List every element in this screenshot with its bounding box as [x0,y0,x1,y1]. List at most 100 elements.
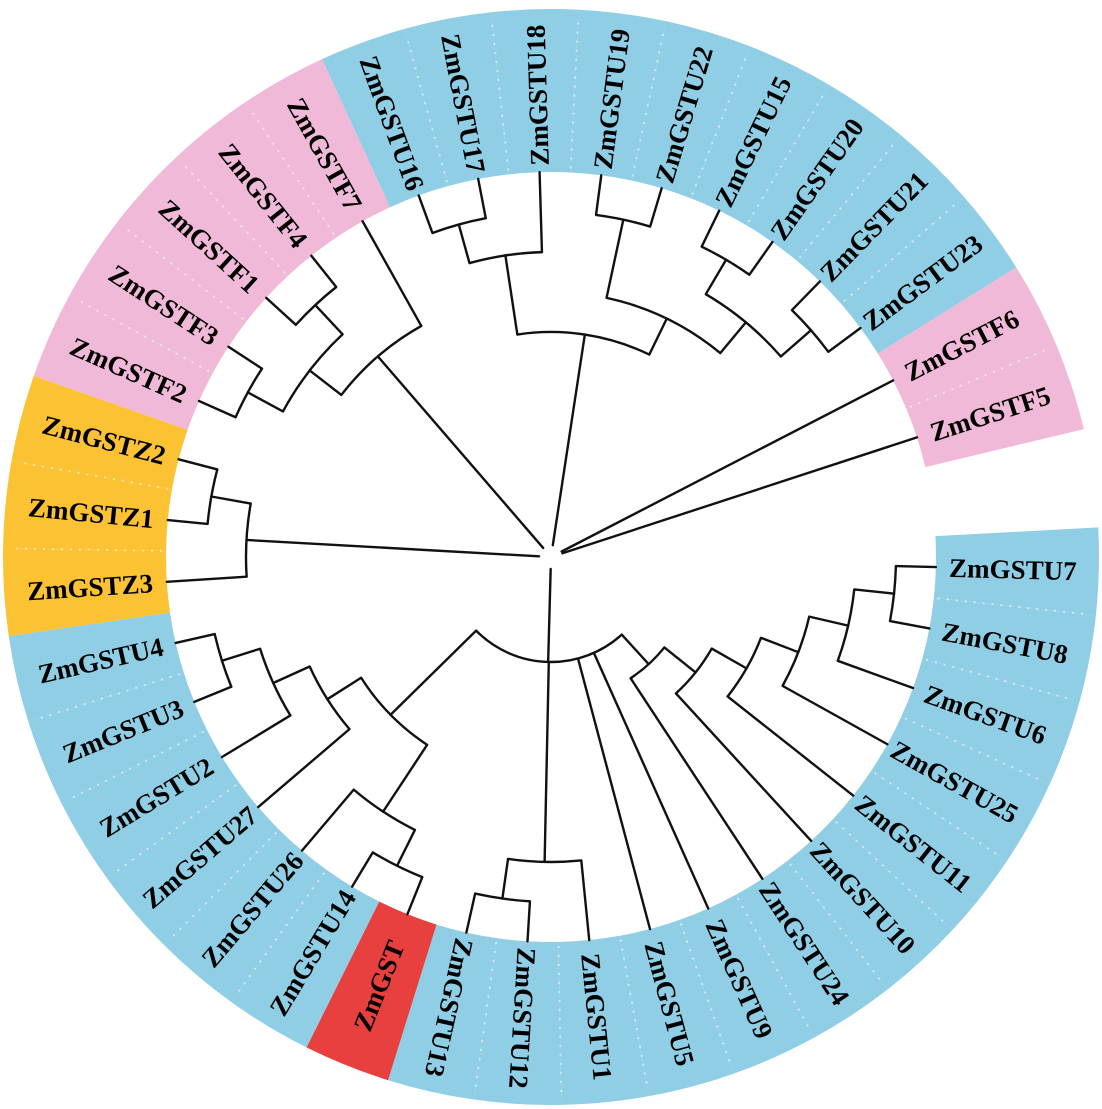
segment-separator [937,597,1091,616]
ring-segment [570,9,666,181]
leaf-label: ZmGSTU7 [949,553,1077,586]
segment-separator [843,199,961,303]
segment-separator [17,460,169,490]
branch-line [465,892,477,934]
branch-line [165,575,248,584]
ring-segment [558,935,649,1105]
branch-line [551,333,587,547]
tree-branches [165,170,938,943]
branch-line [350,851,374,888]
branch-line [781,684,889,746]
branch-line [210,495,252,505]
branch-line [827,326,862,353]
ring-segment [2,548,171,637]
branch-line [300,788,355,852]
ring-segment [631,21,751,199]
segment-separator [619,939,649,1091]
branch-arc [469,250,542,265]
branch-line [710,647,748,670]
leaf-label: ZmGSTU18 [521,24,555,166]
branch-arc [726,637,763,698]
branch-line [853,588,896,595]
branch-arc [308,665,351,730]
branch-line [674,692,813,843]
ring-segment [164,829,327,1003]
branch-line [726,695,855,797]
branch-line [663,646,697,674]
ring-segment [117,156,288,322]
branch-line [245,538,541,558]
ring-segment [3,460,172,551]
branch-line [395,828,417,867]
branch-line [246,391,285,413]
ring-segment [690,46,830,226]
branch-arc [432,217,486,235]
ring-segment [176,102,337,276]
branch-line [543,660,551,864]
branch-arc [836,589,856,662]
ring-segment [490,9,579,175]
ring-segment [871,716,1050,862]
segment-separator [925,658,1075,701]
branch-line [580,859,591,942]
branch-line [381,743,429,813]
segment-separator [33,673,181,721]
branch-line [704,258,728,296]
branch-line [629,676,764,880]
branch-line [376,355,545,550]
ring-segment [61,729,240,879]
branch-line [265,296,298,327]
ring-segment [933,527,1099,616]
branch-arc [258,648,292,717]
ring-segment [841,196,1017,354]
branch-line [177,458,219,471]
segment-separator [9,547,163,552]
branch-line [700,209,721,248]
ring-segment [922,597,1096,702]
branch-line [227,345,264,370]
ring-segment [619,919,734,1097]
branch-arc [705,293,782,358]
branch-line [648,317,668,356]
branch-arc [517,330,650,356]
segment-separator [691,51,749,195]
branch-line [476,177,487,220]
ring-segment [473,938,562,1106]
segment-separator [736,897,813,1033]
branch-line [620,633,650,666]
ring-segment [11,375,188,490]
segment-separator [569,15,580,169]
ring-segment [8,612,184,722]
segment-separator [798,139,898,259]
branch-line [888,619,931,630]
branch-line [648,187,663,228]
segment-separator [835,821,949,927]
branch-line [808,615,850,627]
ring-segment [901,658,1080,785]
segment-separator [167,831,278,942]
branch-line [560,379,895,553]
branch-line [779,329,813,358]
segment-separator [111,784,237,876]
branch-line [257,727,351,809]
branch-line [310,254,338,289]
ring-segment [833,770,1007,931]
segment-separators [9,15,1091,1099]
branch-line [501,857,510,900]
branch-line [504,254,519,336]
ring-segment [69,221,247,374]
branch-arc [606,296,722,355]
segment-separator [179,160,286,274]
branch-line [314,303,344,336]
branch-arc [234,367,263,418]
segment-separator [121,224,244,320]
branch-line [748,240,774,276]
ring-segment [388,924,497,1100]
branch-line [406,875,424,916]
branch-line [719,321,748,355]
branch-line [592,651,710,910]
branch-line [894,564,938,569]
branch-line [759,636,800,654]
